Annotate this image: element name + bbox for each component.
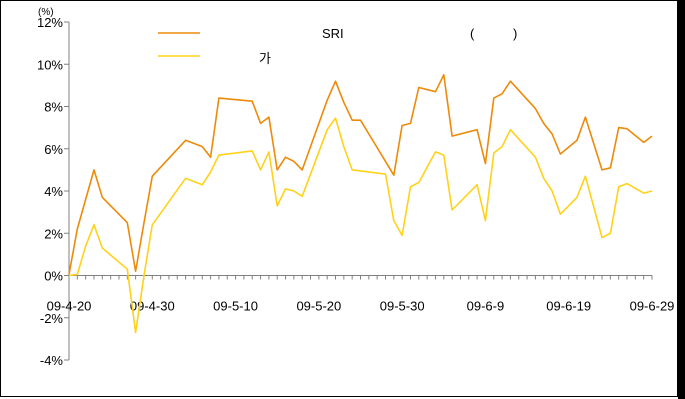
y-tick-label: 4% xyxy=(44,184,63,199)
legend-paren-open: ( xyxy=(470,26,475,41)
x-tick-label: 09-6-19 xyxy=(546,299,591,314)
legend: SRI ( ) 가 xyxy=(158,26,517,66)
x-tick-label: 09-6-9 xyxy=(467,299,505,314)
y-tick-label: 6% xyxy=(44,142,63,157)
series-line-2 xyxy=(68,117,653,334)
x-tick-label: 09-4-30 xyxy=(130,299,175,314)
series-layer xyxy=(68,74,653,334)
x-tick-label: 09-5-20 xyxy=(296,299,341,314)
x-tick-label: 09-5-10 xyxy=(213,299,258,314)
y-tick-label: 12% xyxy=(37,15,63,30)
series-line-1 xyxy=(68,74,653,275)
x-tick-label: 09-4-20 xyxy=(47,299,92,314)
y-tick-label: 8% xyxy=(44,100,63,115)
y-tick-label: -4% xyxy=(40,353,64,368)
y-tick-label: 0% xyxy=(44,269,63,284)
right-edge-bar xyxy=(678,0,685,399)
y-tick-label: -2% xyxy=(40,311,64,326)
legend-label-series2: 가 xyxy=(259,51,271,66)
legend-label-series1: SRI xyxy=(322,26,344,41)
legend-paren-close: ) xyxy=(513,26,517,41)
y-tick-label: 10% xyxy=(37,57,63,72)
x-tick-label: 09-6-29 xyxy=(630,299,675,314)
axes: -4% -2% 0% 2% 4% 6% 8% 10% 12% 09-4-20 09-4-30 09-5… xyxy=(37,15,674,368)
y-tick-label: 2% xyxy=(44,226,63,241)
y-unit-label: (%) xyxy=(38,7,54,18)
x-tick-label: 09-5-30 xyxy=(380,299,425,314)
